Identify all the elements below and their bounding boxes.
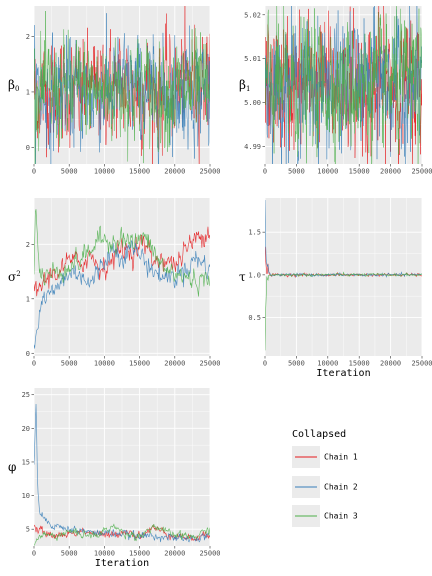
x-tick-label: 5000 <box>61 550 78 558</box>
x-axis-label: Iteration <box>95 558 149 569</box>
y-tick-label: 1 <box>26 88 30 96</box>
x-tick-label: 5000 <box>61 168 78 176</box>
y-tick-label: 5.01 <box>244 55 261 63</box>
y-tick-label: 5.02 <box>244 11 261 19</box>
y-tick-label: 1 <box>26 295 30 303</box>
x-tick-label: 25000 <box>199 360 220 368</box>
x-tick-label: 15000 <box>129 360 150 368</box>
x-tick-label: 0 <box>263 360 267 368</box>
x-tick-label: 15000 <box>349 360 370 368</box>
panel-beta1: 0 5000 10000 15000 20000 25000 4.99 5.00 5.01 5.0… <box>239 6 432 176</box>
x-tick-label: 5000 <box>288 168 305 176</box>
y-tick-label: 1.0 <box>248 271 261 279</box>
x-tick-label: 15000 <box>129 168 150 176</box>
x-tick-label: 15000 <box>349 168 370 176</box>
x-tick-label: 20000 <box>164 550 185 558</box>
panel-tau: 0 5000 10000 15000 20000 25000 0.5 1.0 1.5 τ Itera… <box>239 198 432 379</box>
legend-label-chain-2: Chain 2 <box>324 483 358 492</box>
x-tick-label: 20000 <box>380 360 401 368</box>
x-tick-label: 10000 <box>94 360 115 368</box>
x-tick-label: 20000 <box>380 168 401 176</box>
x-axis-label: Iteration <box>316 368 370 379</box>
x-tick-label: 0 <box>32 550 36 558</box>
series-group <box>265 6 422 164</box>
legend-label-chain-3: Chain 3 <box>324 512 358 521</box>
x-tick-label: 25000 <box>199 168 220 176</box>
trace-line-chain-3 <box>34 10 210 164</box>
y-tick-label: 2 <box>26 241 30 249</box>
x-tick-label: 10000 <box>94 168 115 176</box>
x-tick-label: 15000 <box>129 550 150 558</box>
trace-line-chain-3 <box>265 6 422 164</box>
x-tick-label: 25000 <box>199 550 220 558</box>
x-tick-label: 0 <box>263 168 267 176</box>
y-axis-label: σ2 <box>8 270 21 284</box>
y-axis-label: β1 <box>239 78 250 93</box>
y-tick-label: 4.99 <box>244 143 261 151</box>
trace-line-chain-2 <box>34 239 210 349</box>
x-tick-label: 20000 <box>164 360 185 368</box>
series-group <box>34 6 210 164</box>
y-tick-label: 2 <box>26 33 30 41</box>
x-tick-label: 25000 <box>411 360 432 368</box>
x-tick-label: 20000 <box>164 168 185 176</box>
panel-sigma2: 0 5000 10000 15000 20000 25000 0 1 2 σ2 <box>8 198 221 368</box>
trace-line-chain-2 <box>265 200 422 278</box>
y-axis-label: φ <box>8 460 16 474</box>
x-tick-label: 10000 <box>317 360 338 368</box>
series-group <box>34 404 210 546</box>
series-group <box>265 200 422 351</box>
y-tick-label: 25 <box>22 391 30 399</box>
y-tick-label: 15 <box>22 458 30 466</box>
x-tick-label: 0 <box>32 360 36 368</box>
y-axis-label: β0 <box>8 78 19 93</box>
x-tick-label: 10000 <box>94 550 115 558</box>
trace-line-chain-3 <box>34 523 210 546</box>
y-tick-label: 5.00 <box>244 99 261 107</box>
y-tick-label: 20 <box>22 425 30 433</box>
x-tick-label: 5000 <box>288 360 305 368</box>
x-tick-label: 25000 <box>411 168 432 176</box>
y-tick-label: 1.5 <box>248 229 261 237</box>
series-group <box>34 209 210 349</box>
trace-line-chain-3 <box>34 209 210 297</box>
y-tick-label: 0 <box>26 350 30 358</box>
y-tick-label: 0 <box>26 144 30 152</box>
trace-line-chain-3 <box>265 271 422 351</box>
trace-line-chain-1 <box>34 6 210 164</box>
legend-label-chain-1: Chain 1 <box>324 453 358 462</box>
panel-beta0: 0 5000 10000 15000 20000 25000 0 1 2 β0 <box>8 6 221 176</box>
y-axis-label: τ <box>239 270 246 284</box>
legend: Collapsed Chain 1 Chain 2 Chain 3 <box>292 429 358 527</box>
legend-title: Collapsed <box>292 429 346 440</box>
x-tick-label: 5000 <box>61 360 78 368</box>
x-tick-label: 0 <box>32 168 36 176</box>
x-tick-label: 10000 <box>317 168 338 176</box>
y-tick-label: 0.5 <box>248 314 261 322</box>
y-tick-label: 10 <box>22 492 30 500</box>
panel-phi: 0 5000 10000 15000 20000 25000 5 10 15 20 25 φ Itera… <box>8 388 221 569</box>
y-tick-label: 5 <box>26 526 30 534</box>
